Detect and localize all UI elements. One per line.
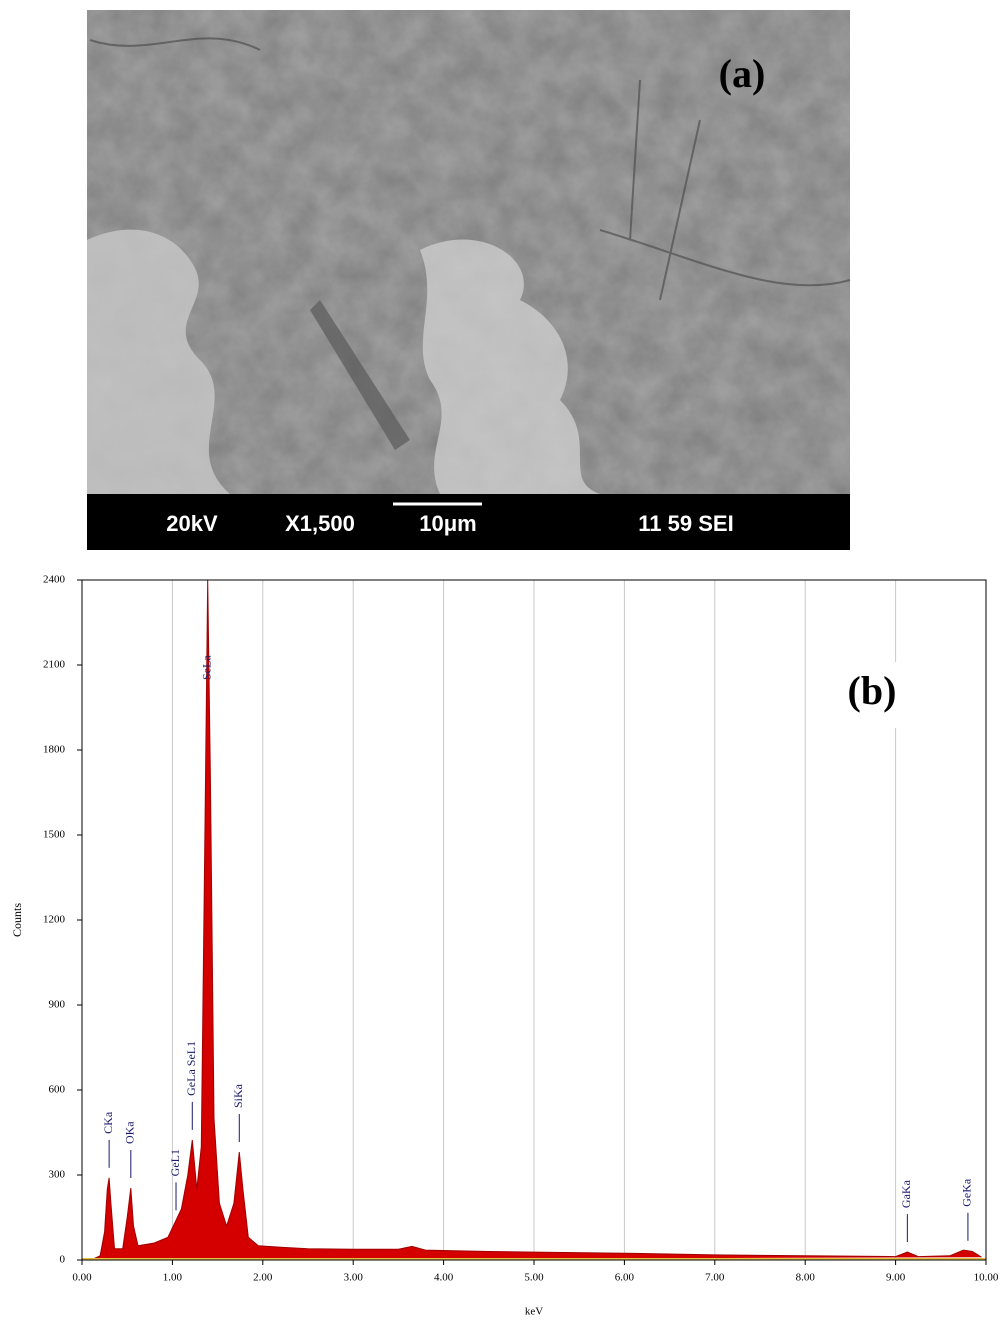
peak-label: SeLa <box>199 655 213 680</box>
y-tick-label: 2400 <box>43 574 66 586</box>
y-tick-label: 300 <box>49 1169 66 1181</box>
peak-label: GeLa SeL1 <box>184 1041 198 1096</box>
y-tick-label: 600 <box>49 1084 66 1096</box>
spectrum-area <box>90 579 982 1261</box>
scale-label: 10μm <box>419 511 477 536</box>
peak-label: OKa <box>123 1121 137 1144</box>
x-tick-label: 0.00 <box>72 1272 92 1284</box>
y-tick-label: 1200 <box>43 914 66 926</box>
instrument-info: 11 59 SEI <box>638 511 733 536</box>
x-tick-label: 3.00 <box>344 1272 364 1284</box>
x-tick-label: 5.00 <box>524 1272 544 1284</box>
x-tick-label: 7.00 <box>705 1272 725 1284</box>
plot-frame <box>81 579 987 1261</box>
panel-label: (a) <box>719 51 766 96</box>
x-axis-label: keV <box>525 1306 543 1318</box>
peak-label: GaKa <box>899 1179 913 1208</box>
sem-crystal <box>310 300 410 450</box>
voltage: 20kV <box>166 511 218 536</box>
panel-label-bg <box>826 662 934 728</box>
y-tick-label: 1800 <box>43 744 66 756</box>
x-tick-label: 1.00 <box>163 1272 183 1284</box>
y-tick-label: 900 <box>49 999 66 1011</box>
x-tick-label: 8.00 <box>796 1272 816 1284</box>
info-bar: 20kV X1,500 10μm 11 59 SEI <box>87 494 850 550</box>
panel-label: (b) <box>848 668 897 713</box>
eds-chart: 0.00 1.00 2.00 3.00 4.00 5.00 6.00 7.00 8.00 9.00… <box>10 574 999 1318</box>
x-tick-label: 6.00 <box>615 1272 635 1284</box>
y-tick-label: 2100 <box>43 659 66 671</box>
sem-image: 20kV X1,500 10μm 11 59 SEI (a) <box>87 10 851 550</box>
x-tick-label: 2.00 <box>253 1272 273 1284</box>
x-tick-label: 10.00 <box>974 1272 999 1284</box>
sem-bright-region <box>420 239 600 494</box>
y-axis-label: Counts <box>10 903 24 937</box>
sem-cracks <box>89 37 851 301</box>
x-tick-label: 9.00 <box>886 1272 906 1284</box>
peak-label: GeKa <box>960 1178 974 1207</box>
x-tick-label: 4.00 <box>434 1272 454 1284</box>
y-tick-label: 1500 <box>43 829 66 841</box>
peak-label: GeL1 <box>168 1149 182 1176</box>
peak-label: SiKa <box>231 1083 245 1108</box>
peak-label: CKa <box>101 1111 115 1134</box>
y-tick-label: 0 <box>60 1254 66 1266</box>
sem-bright-region <box>87 229 230 494</box>
magnification: X1,500 <box>285 511 355 536</box>
